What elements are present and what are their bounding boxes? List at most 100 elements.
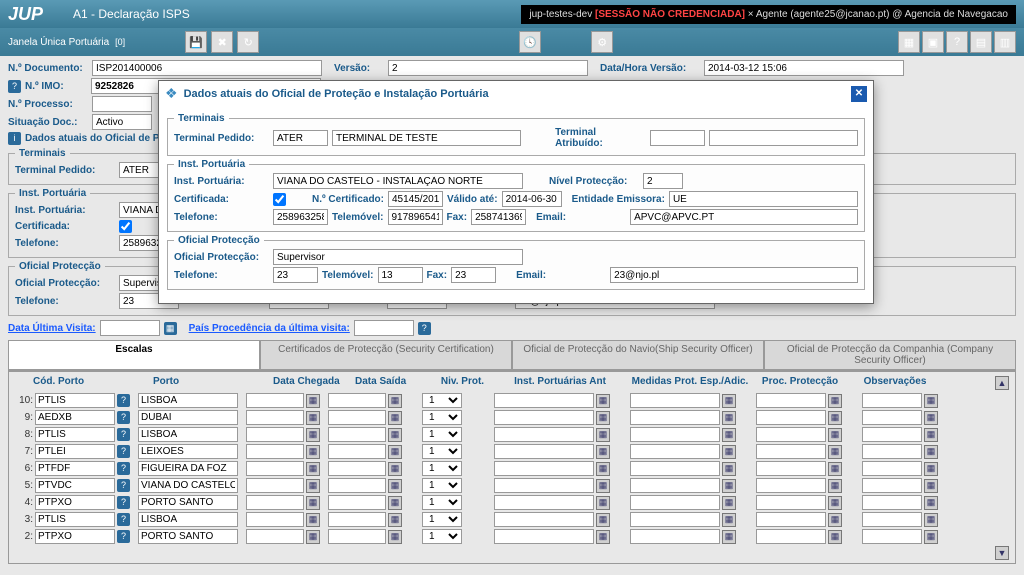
cal-chegada-icon[interactable]: ▦ bbox=[306, 394, 320, 408]
cal-chegada-icon[interactable]: ▦ bbox=[306, 462, 320, 476]
scroll-down-icon[interactable]: ▼ bbox=[995, 546, 1009, 560]
help-porto-icon[interactable]: ? bbox=[117, 462, 130, 475]
tab-cert[interactable]: Certificados de Protecção (Security Cert… bbox=[260, 340, 512, 370]
med-field[interactable] bbox=[630, 444, 720, 459]
cod-porto-field[interactable] bbox=[35, 461, 115, 476]
chegada-field[interactable] bbox=[246, 478, 304, 493]
proc-icon[interactable]: ▦ bbox=[828, 428, 842, 442]
med-icon[interactable]: ▦ bbox=[722, 479, 736, 493]
inst-ant-field[interactable] bbox=[494, 529, 594, 544]
m-niv-field[interactable] bbox=[643, 173, 683, 189]
pais-proc-field[interactable] bbox=[354, 320, 414, 336]
obs-icon[interactable]: ▦ bbox=[924, 530, 938, 544]
m-term-code[interactable] bbox=[273, 130, 328, 146]
porto-field[interactable] bbox=[138, 444, 238, 459]
cod-porto-field[interactable] bbox=[35, 393, 115, 408]
data-visita-link[interactable]: Data Última Visita: bbox=[8, 323, 96, 334]
proc-field[interactable] bbox=[756, 529, 826, 544]
niv-select[interactable]: 1 bbox=[422, 393, 462, 408]
proc-field[interactable] bbox=[756, 427, 826, 442]
med-field[interactable] bbox=[630, 427, 720, 442]
m-tel-field[interactable] bbox=[273, 209, 328, 225]
med-icon[interactable]: ▦ bbox=[722, 496, 736, 510]
proc-icon[interactable]: ▦ bbox=[828, 394, 842, 408]
m-telm-field[interactable] bbox=[388, 209, 443, 225]
help-porto-icon[interactable]: ? bbox=[117, 428, 130, 441]
help-porto-icon[interactable]: ? bbox=[117, 530, 130, 543]
tool1-icon[interactable]: ▦ bbox=[898, 31, 920, 53]
chegada-field[interactable] bbox=[246, 393, 304, 408]
cal1-icon[interactable]: ▦ bbox=[164, 322, 177, 335]
delete-icon[interactable]: ✖ bbox=[211, 31, 233, 53]
inst-ant-field[interactable] bbox=[494, 512, 594, 527]
obs-field[interactable] bbox=[862, 410, 922, 425]
inst-ant-icon[interactable]: ▦ bbox=[596, 428, 610, 442]
cal-chegada-icon[interactable]: ▦ bbox=[306, 428, 320, 442]
cod-porto-field[interactable] bbox=[35, 529, 115, 544]
save-icon[interactable]: 💾 bbox=[185, 31, 207, 53]
help-porto-icon[interactable]: ? bbox=[117, 513, 130, 526]
obs-field[interactable] bbox=[862, 495, 922, 510]
pais-proc-link[interactable]: País Procedência da última visita: bbox=[189, 323, 350, 334]
cal-saida-icon[interactable]: ▦ bbox=[388, 428, 402, 442]
cal-chegada-icon[interactable]: ▦ bbox=[306, 496, 320, 510]
m-term-name[interactable] bbox=[332, 130, 521, 146]
med-icon[interactable]: ▦ bbox=[722, 513, 736, 527]
inst-ant-icon[interactable]: ▦ bbox=[596, 462, 610, 476]
chegada-field[interactable] bbox=[246, 461, 304, 476]
cal-chegada-icon[interactable]: ▦ bbox=[306, 479, 320, 493]
saida-field[interactable] bbox=[328, 461, 386, 476]
porto-field[interactable] bbox=[138, 410, 238, 425]
obs-icon[interactable]: ▦ bbox=[924, 479, 938, 493]
modal-close-icon[interactable]: ✕ bbox=[851, 86, 867, 102]
niv-select[interactable]: 1 bbox=[422, 461, 462, 476]
inst-ant-icon[interactable]: ▦ bbox=[596, 411, 610, 425]
clock-icon[interactable]: 🕓 bbox=[519, 31, 541, 53]
situacao-field[interactable] bbox=[92, 114, 152, 130]
tab-of-comp[interactable]: Oficial de Protecção da Companhia (Compa… bbox=[764, 340, 1016, 370]
m-email-field[interactable] bbox=[630, 209, 858, 225]
inst-ant-field[interactable] bbox=[494, 478, 594, 493]
m-of-fax[interactable] bbox=[451, 267, 496, 283]
m-inst-field[interactable] bbox=[273, 173, 523, 189]
med-field[interactable] bbox=[630, 512, 720, 527]
help-porto-icon[interactable]: ? bbox=[117, 411, 130, 424]
m-of-telm[interactable] bbox=[378, 267, 423, 283]
tab-escalas[interactable]: Escalas bbox=[8, 340, 260, 370]
saida-field[interactable] bbox=[328, 478, 386, 493]
obs-field[interactable] bbox=[862, 393, 922, 408]
cal-chegada-icon[interactable]: ▦ bbox=[306, 411, 320, 425]
saida-field[interactable] bbox=[328, 410, 386, 425]
porto-field[interactable] bbox=[138, 427, 238, 442]
processo-field[interactable] bbox=[92, 96, 152, 112]
help-porto-icon[interactable]: ? bbox=[117, 479, 130, 492]
cal-chegada-icon[interactable]: ▦ bbox=[306, 530, 320, 544]
niv-select[interactable]: 1 bbox=[422, 495, 462, 510]
obs-field[interactable] bbox=[862, 444, 922, 459]
porto-field[interactable] bbox=[138, 495, 238, 510]
niv-select[interactable]: 1 bbox=[422, 427, 462, 442]
refresh-icon[interactable]: ↻ bbox=[237, 31, 259, 53]
med-field[interactable] bbox=[630, 495, 720, 510]
tool2-icon[interactable]: ▣ bbox=[922, 31, 944, 53]
inst-ant-icon[interactable]: ▦ bbox=[596, 530, 610, 544]
proc-field[interactable] bbox=[756, 393, 826, 408]
saida-field[interactable] bbox=[328, 427, 386, 442]
versao-field[interactable] bbox=[388, 60, 588, 76]
inst-ant-field[interactable] bbox=[494, 461, 594, 476]
saida-field[interactable] bbox=[328, 529, 386, 544]
obs-field[interactable] bbox=[862, 478, 922, 493]
proc-field[interactable] bbox=[756, 512, 826, 527]
niv-select[interactable]: 1 bbox=[422, 529, 462, 544]
data-visita-field[interactable] bbox=[100, 320, 160, 336]
obs-field[interactable] bbox=[862, 529, 922, 544]
m-atrib-code[interactable] bbox=[650, 130, 705, 146]
inst-ant-field[interactable] bbox=[494, 427, 594, 442]
niv-select[interactable]: 1 bbox=[422, 444, 462, 459]
porto-field[interactable] bbox=[138, 529, 238, 544]
help-imo-icon[interactable]: ? bbox=[8, 80, 21, 93]
inst-ant-field[interactable] bbox=[494, 495, 594, 510]
porto-field[interactable] bbox=[138, 478, 238, 493]
inst-ant-field[interactable] bbox=[494, 410, 594, 425]
inst-ant-field[interactable] bbox=[494, 444, 594, 459]
